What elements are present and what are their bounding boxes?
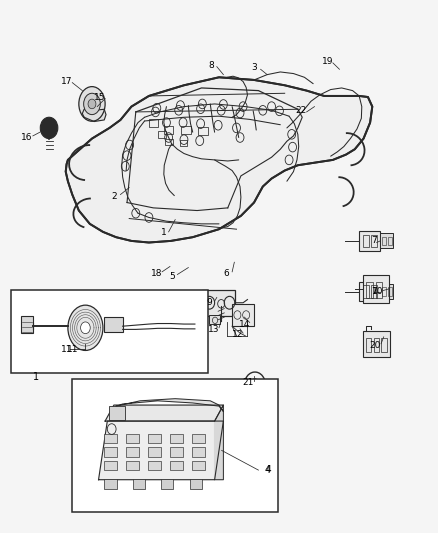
Text: 11: 11 (67, 345, 78, 354)
Bar (158, 131, 166, 138)
Text: 5: 5 (169, 272, 175, 280)
Text: 19: 19 (322, 57, 333, 66)
Text: 13: 13 (208, 325, 219, 334)
Ellipse shape (79, 86, 105, 122)
Bar (388, 237, 392, 245)
Bar (165, 139, 173, 145)
Bar (126, 447, 139, 457)
Text: 20: 20 (370, 341, 381, 350)
Bar (192, 447, 205, 457)
Circle shape (40, 117, 58, 139)
Bar (170, 447, 183, 457)
Bar (104, 434, 117, 443)
Text: 11: 11 (61, 345, 72, 354)
Bar (363, 275, 389, 303)
Text: 18: 18 (151, 269, 162, 278)
Bar (126, 434, 139, 443)
Text: 15: 15 (94, 93, 106, 101)
Bar (104, 447, 117, 457)
Bar (371, 235, 377, 247)
Text: 14: 14 (239, 320, 250, 328)
Bar (148, 434, 161, 443)
Bar (170, 434, 183, 443)
Text: 4: 4 (265, 465, 271, 474)
Bar (72, 379, 278, 512)
Text: 1: 1 (33, 373, 39, 382)
Bar (209, 315, 220, 324)
Bar (11, 290, 208, 373)
Bar (180, 140, 187, 146)
Text: 10: 10 (372, 287, 383, 296)
Bar (363, 331, 390, 357)
Text: 12: 12 (232, 330, 243, 339)
Text: 1: 1 (160, 229, 166, 237)
Bar (148, 461, 161, 470)
Bar (366, 338, 371, 352)
Bar (376, 282, 382, 298)
Text: 2: 2 (111, 192, 117, 200)
Bar (104, 479, 117, 489)
Bar (388, 287, 392, 296)
Polygon shape (215, 405, 223, 480)
Bar (198, 127, 208, 135)
Bar (104, 461, 117, 470)
Bar (363, 285, 369, 298)
Ellipse shape (68, 305, 103, 351)
Bar (181, 126, 191, 134)
Bar (192, 434, 205, 443)
Bar (202, 290, 235, 316)
Text: 22: 22 (296, 106, 307, 115)
Bar (161, 479, 173, 489)
Bar (359, 231, 380, 251)
Bar (371, 285, 377, 298)
Text: 9: 9 (206, 298, 212, 307)
Bar (126, 461, 139, 470)
Bar (380, 284, 393, 299)
Bar (170, 461, 183, 470)
Text: 7: 7 (371, 237, 377, 245)
Bar (190, 479, 202, 489)
Text: 3: 3 (251, 63, 257, 71)
Bar (232, 304, 254, 326)
Text: 21: 21 (243, 378, 254, 387)
Polygon shape (105, 405, 223, 421)
Bar (133, 479, 145, 489)
Bar (381, 338, 387, 352)
Bar (149, 119, 158, 127)
Bar (374, 338, 379, 352)
Ellipse shape (81, 322, 90, 334)
Bar (148, 447, 161, 457)
Bar (382, 237, 386, 245)
Ellipse shape (84, 93, 100, 115)
Bar (109, 406, 125, 420)
Polygon shape (66, 77, 372, 243)
Bar (366, 282, 373, 298)
Bar (192, 461, 205, 470)
Bar (359, 282, 380, 301)
Text: 6: 6 (223, 269, 230, 278)
Polygon shape (116, 399, 223, 411)
Bar (363, 235, 369, 247)
Polygon shape (99, 421, 223, 480)
Ellipse shape (88, 99, 96, 109)
Bar (382, 287, 386, 296)
Text: 7: 7 (371, 287, 377, 296)
Bar (380, 233, 393, 248)
Text: 16: 16 (21, 133, 33, 142)
Polygon shape (82, 109, 106, 122)
Bar (104, 317, 123, 332)
Bar (21, 316, 33, 333)
Text: 4: 4 (265, 465, 271, 475)
Text: 17: 17 (61, 77, 72, 85)
Text: 8: 8 (208, 61, 214, 69)
Bar (164, 126, 173, 134)
